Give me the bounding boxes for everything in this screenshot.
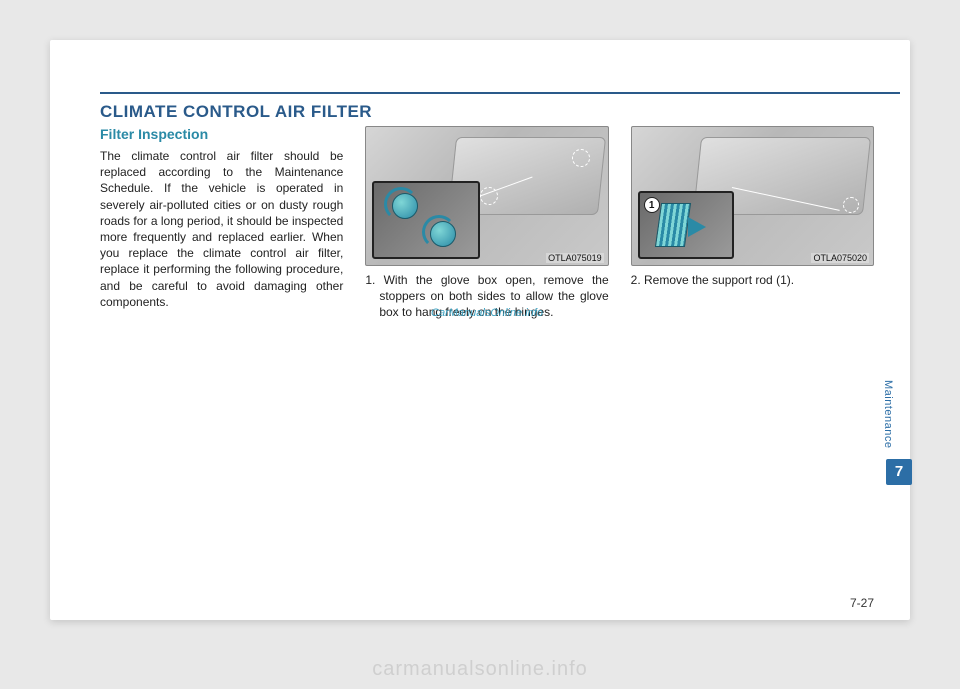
sub-title: Filter Inspection	[100, 126, 343, 142]
chapter-label: Maintenance	[882, 380, 894, 449]
figure-inset	[372, 181, 480, 259]
figure-2: 1 OTLA075020	[631, 126, 874, 266]
support-rod-illustration	[655, 203, 691, 247]
chapter-number-chip: 7	[886, 459, 912, 485]
top-rule	[100, 92, 900, 94]
figure-label: OTLA075019	[546, 253, 604, 263]
columns: Filter Inspection The climate control ai…	[100, 126, 874, 319]
column-3: 1 OTLA075020 2. Remove the support rod (…	[631, 126, 874, 319]
pull-arrow-icon	[688, 217, 706, 237]
column-1: Filter Inspection The climate control ai…	[100, 126, 343, 319]
step-2-text: 2. Remove the support rod (1).	[631, 272, 874, 288]
figure-label: OTLA075020	[811, 253, 869, 263]
figure-1: OTLA075019	[365, 126, 608, 266]
chapter-tab: Maintenance 7	[882, 380, 912, 485]
manual-page: CLIMATE CONTROL AIR FILTER Filter Inspec…	[50, 40, 910, 620]
page-number: 7-27	[850, 596, 874, 610]
callout-circle	[843, 197, 859, 213]
callout-circle	[572, 149, 590, 167]
figure-inset: 1	[638, 191, 734, 259]
content-area: CLIMATE CONTROL AIR FILTER Filter Inspec…	[100, 102, 874, 600]
site-watermark: carmanualsonline.info	[0, 658, 960, 681]
callout-badge: 1	[644, 197, 660, 213]
section-title: CLIMATE CONTROL AIR FILTER	[100, 102, 874, 122]
body-paragraph: The climate control air filter should be…	[100, 148, 343, 310]
column-2: OTLA075019 1. With the glove box open, r…	[365, 126, 608, 319]
